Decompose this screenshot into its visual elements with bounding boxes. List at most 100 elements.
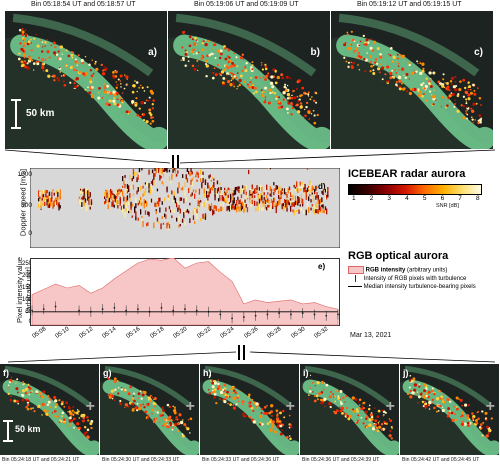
radar-echo-mark: [56, 197, 58, 201]
radar-echo-mark: [166, 222, 168, 229]
radar-echo-mark: [238, 189, 240, 194]
radar-echo-mark: [232, 203, 234, 209]
radar-echo-mark: [262, 206, 264, 211]
radar-echo-mark: [220, 202, 222, 209]
radar-echo-mark: [83, 200, 85, 207]
radar-echo-mark: [207, 194, 209, 201]
radar-echo-mark: [105, 198, 107, 204]
plus-marker-icon: +: [85, 398, 95, 415]
radar-echo-mark: [132, 169, 135, 175]
scale-bar-top: [11, 99, 21, 129]
radar-echo-mark: [317, 199, 319, 205]
radar-echo-mark: [291, 202, 293, 207]
ytick-label: 150: [21, 285, 32, 291]
radar-echo-mark: [264, 200, 267, 204]
radar-echo-mark: [130, 201, 132, 208]
radar-echo-mark: [322, 205, 324, 209]
radar-echo-mark: [125, 197, 127, 203]
radar-echo-mark: [286, 194, 288, 198]
radar-echo-mark: [236, 206, 238, 213]
radar-echo-mark: [184, 190, 186, 197]
radar-echo-mark: [294, 186, 297, 189]
radar-echo-mark: [273, 188, 275, 192]
radar-echo-mark: [227, 194, 229, 198]
radar-echo-mark: [40, 204, 42, 209]
radar-echo-mark: [239, 199, 241, 205]
radar-echo-mark: [308, 196, 310, 201]
radar-echo-mark: [218, 198, 220, 202]
radar-echo-mark: [144, 210, 147, 215]
radar-echo-mark: [273, 197, 275, 203]
radar-echo-mark: [137, 217, 139, 221]
radar-echo-mark: [129, 174, 131, 180]
radar-echo-mark: [162, 222, 165, 225]
radar-echo-mark: [81, 188, 83, 195]
panel-e-label: e): [318, 262, 326, 271]
radar-echo-mark: [201, 175, 203, 181]
turbulence-point: [290, 313, 292, 316]
radar-echo-mark: [311, 185, 313, 192]
radar-echo-mark: [251, 193, 253, 199]
radar-echo-mark: [168, 176, 171, 181]
radar-echo-mark: [254, 195, 256, 198]
radar-echo-mark: [173, 209, 175, 213]
radar-echo-mark: [243, 199, 245, 203]
radar-echo-mark: [180, 219, 183, 223]
radar-echo-mark: [113, 204, 115, 208]
radar-echo-mark: [230, 205, 232, 210]
radar-echo-mark: [226, 196, 228, 202]
radar-echo-mark: [123, 180, 125, 185]
radar-echo-mark: [326, 194, 328, 198]
radar-echo-mark: [81, 197, 83, 200]
xtick-label: 05:14: [102, 326, 118, 340]
radar-echo-mark: [272, 200, 274, 207]
radar-echo-mark: [261, 191, 263, 198]
radar-echo-mark: [86, 188, 88, 192]
panel-caption: Bin 05:24:33 UT and 05:24:36 UT: [202, 457, 280, 463]
radar-echo-mark: [116, 195, 118, 199]
radar-echo-mark: [293, 184, 295, 188]
radar-echo-mark: [227, 201, 229, 205]
radar-echo-mark: [190, 169, 192, 176]
radar-echo-mark: [142, 193, 144, 197]
radar-echo-mark: [297, 196, 299, 199]
zoom-marker-bottom: [237, 345, 247, 360]
radar-echo-mark: [273, 192, 275, 196]
radar-echo-mark: [302, 198, 304, 205]
turbulence-point: [278, 312, 281, 315]
radar-echo-mark: [282, 205, 285, 211]
radar-echo-mark: [138, 172, 141, 179]
radar-echo-mark: [249, 199, 251, 204]
radar-echo-mark: [220, 186, 222, 191]
radar-echo-mark: [146, 201, 148, 207]
radar-echo-mark: [155, 203, 157, 208]
radar-echo-mark: [219, 191, 221, 194]
radar-echo-mark: [147, 211, 149, 215]
radar-echo-mark: [220, 192, 222, 196]
radar-echo-mark: [171, 208, 173, 213]
plus-marker-icon: +: [285, 398, 295, 415]
radar-echo-mark: [160, 223, 162, 230]
radar-echo-mark: [144, 200, 147, 204]
radar-echo-mark: [84, 198, 87, 202]
radar-echo-mark: [228, 191, 231, 195]
radar-echo-mark: [132, 175, 135, 179]
radar-echo-mark: [276, 201, 279, 204]
radar-echo-mark: [230, 196, 232, 200]
radar-echo-mark: [196, 213, 198, 220]
panel-label: a): [148, 47, 157, 58]
radar-echo-mark: [327, 190, 329, 194]
radar-echo-mark: [278, 187, 280, 190]
radar-echo-mark: [41, 197, 43, 201]
radar-echo-mark: [156, 201, 159, 206]
radar-echo-mark: [258, 205, 261, 211]
radar-echo-mark: [294, 195, 297, 201]
radar-echo-mark: [52, 198, 54, 202]
radar-echo-mark: [246, 207, 249, 213]
radar-echo-mark: [196, 179, 198, 182]
radar-echo-mark: [56, 200, 58, 205]
aurora-image-panel: b): [168, 11, 330, 149]
radar-echo-mark: [254, 200, 256, 206]
radar-echo-mark: [288, 197, 291, 202]
panel-label: b): [310, 47, 320, 58]
